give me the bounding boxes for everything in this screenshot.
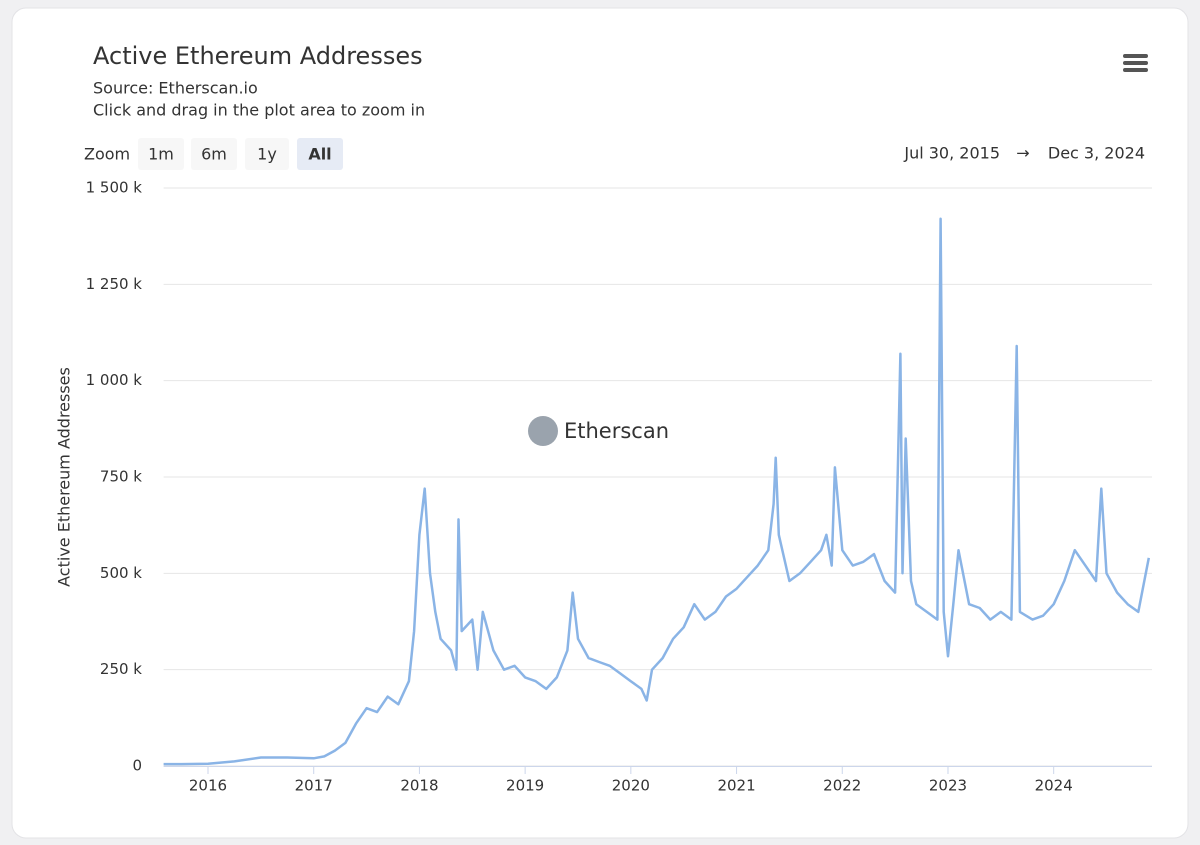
range-from[interactable]: Jul 30, 2015 (903, 144, 1000, 163)
x-tick-label: 2019 (506, 777, 544, 795)
y-tick-label: 1 500 k (86, 179, 143, 197)
x-tick-label: 2022 (823, 777, 861, 795)
x-tick-label: 2024 (1035, 777, 1073, 795)
menu-bar (1123, 54, 1148, 58)
zoom-button-label[interactable]: 1m (148, 145, 174, 164)
y-tick-label: 500 k (100, 564, 142, 582)
chart-title: Active Ethereum Addresses (93, 42, 423, 70)
data-line (163, 217, 1151, 766)
y-tick-label: 750 k (100, 468, 142, 486)
menu-button[interactable] (1123, 54, 1148, 72)
x-tick-label: 2017 (295, 777, 333, 795)
zoom-button-label[interactable]: 1y (257, 145, 277, 164)
range-to[interactable]: Dec 3, 2024 (1048, 144, 1145, 163)
zoom-button-label[interactable]: All (308, 145, 331, 164)
watermark-text: Etherscan (564, 419, 669, 443)
x-tick-label: 2021 (717, 777, 755, 795)
range-arrow: → (1016, 144, 1029, 163)
zoom-button-label[interactable]: 6m (201, 145, 227, 164)
chart-subtitle: Source: Etherscan.io (93, 79, 258, 98)
y-tick-label: 0 (132, 757, 142, 775)
card (11, 7, 1189, 839)
y-tick-label: 250 k (100, 660, 142, 678)
y-tick-label: 1 000 k (86, 371, 143, 389)
x-tick-label: 2020 (612, 777, 650, 795)
watermark: Etherscan (528, 416, 669, 446)
y-axis-title: Active Ethereum Addresses (55, 367, 74, 587)
zoom-button[interactable] (191, 138, 237, 170)
x-tick-label: 2018 (400, 777, 438, 795)
zoom-button[interactable] (245, 138, 289, 170)
zoom-button[interactable] (138, 138, 184, 170)
x-tick-label: 2023 (929, 777, 967, 795)
zoom-label: Zoom (84, 145, 130, 164)
menu-bar (1123, 68, 1148, 72)
menu-bar (1123, 61, 1148, 65)
y-tick-label: 1 250 k (86, 275, 143, 293)
x-tick-label: 2016 (189, 777, 227, 795)
watermark-logo (528, 416, 558, 446)
zoom-button[interactable] (297, 138, 343, 170)
chart-hint: Click and drag in the plot area to zoom … (93, 101, 425, 120)
